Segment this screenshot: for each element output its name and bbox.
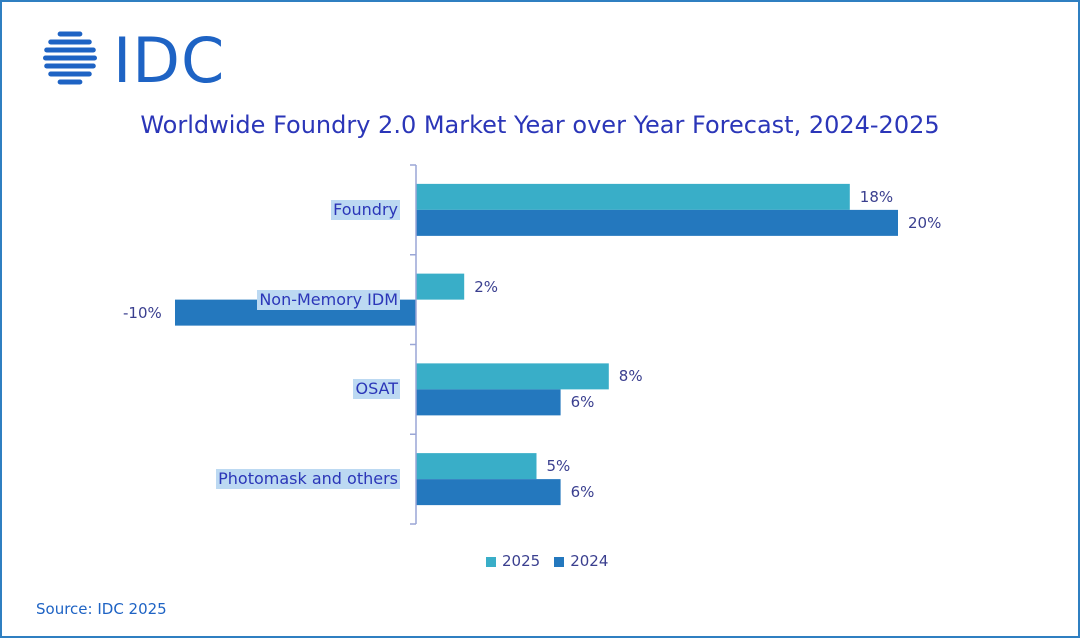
data-label: 18% (859, 187, 894, 206)
legend-label: 2025 (502, 552, 541, 570)
data-label: 6% (570, 483, 595, 502)
legend-swatch (486, 556, 496, 567)
data-label: 8% (618, 367, 643, 386)
globe-stripe (44, 63, 96, 69)
bar-2025-foundry (416, 183, 850, 210)
chart-legend: 2025 2024 (486, 550, 622, 572)
category-label: Photomask and others (216, 469, 400, 490)
bar-2024-osat (416, 389, 561, 416)
globe-stripe (48, 39, 92, 45)
chart-title: Worldwide Foundry 2.0 Market Year over Y… (140, 111, 940, 139)
data-label: 20% (908, 213, 942, 232)
globe-stripe (57, 31, 83, 37)
legend-label: 2024 (570, 552, 609, 570)
globe-stripe (44, 47, 96, 53)
bar-2025-photomask-and-others (416, 453, 537, 480)
globe-stripe (57, 79, 83, 85)
data-label: 6% (570, 393, 595, 412)
category-label: Foundry (331, 199, 400, 220)
legend-item-2024: 2024 (554, 552, 608, 570)
category-label: Non-Memory IDM (257, 289, 400, 310)
data-label: 2% (474, 277, 498, 296)
globe-stripe (43, 55, 97, 61)
bar-2025-osat (416, 363, 609, 390)
source-note: Source: IDC 2025 (36, 600, 167, 618)
data-label: -10% (123, 303, 162, 322)
data-label: 5% (546, 457, 571, 476)
logo-text: IDC (113, 24, 226, 97)
bar-2024-foundry (416, 209, 898, 236)
globe-stripe (48, 71, 92, 77)
legend-item-2025: 2025 (486, 552, 540, 570)
legend-swatch (554, 556, 565, 567)
bar-2025-non-memory-idm (416, 273, 465, 300)
category-label: OSAT (353, 379, 400, 400)
bar-2024-photomask-and-others (416, 479, 561, 506)
globe-icon (43, 31, 97, 85)
idc-logo: IDC (36, 28, 272, 94)
